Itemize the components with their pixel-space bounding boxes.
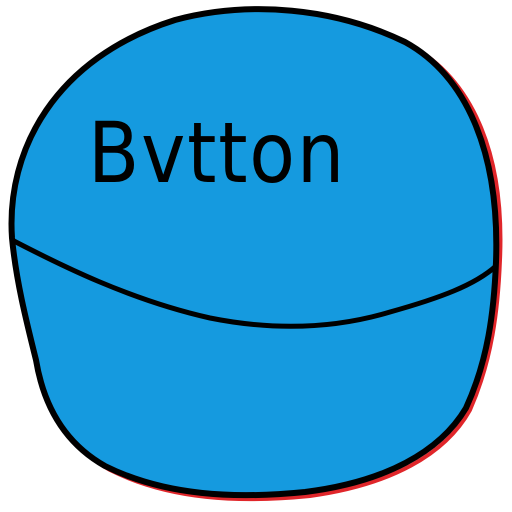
button-body[interactable] [8, 6, 500, 499]
button-seam-line [9, 237, 499, 329]
button-label: Bvtton [88, 104, 346, 202]
